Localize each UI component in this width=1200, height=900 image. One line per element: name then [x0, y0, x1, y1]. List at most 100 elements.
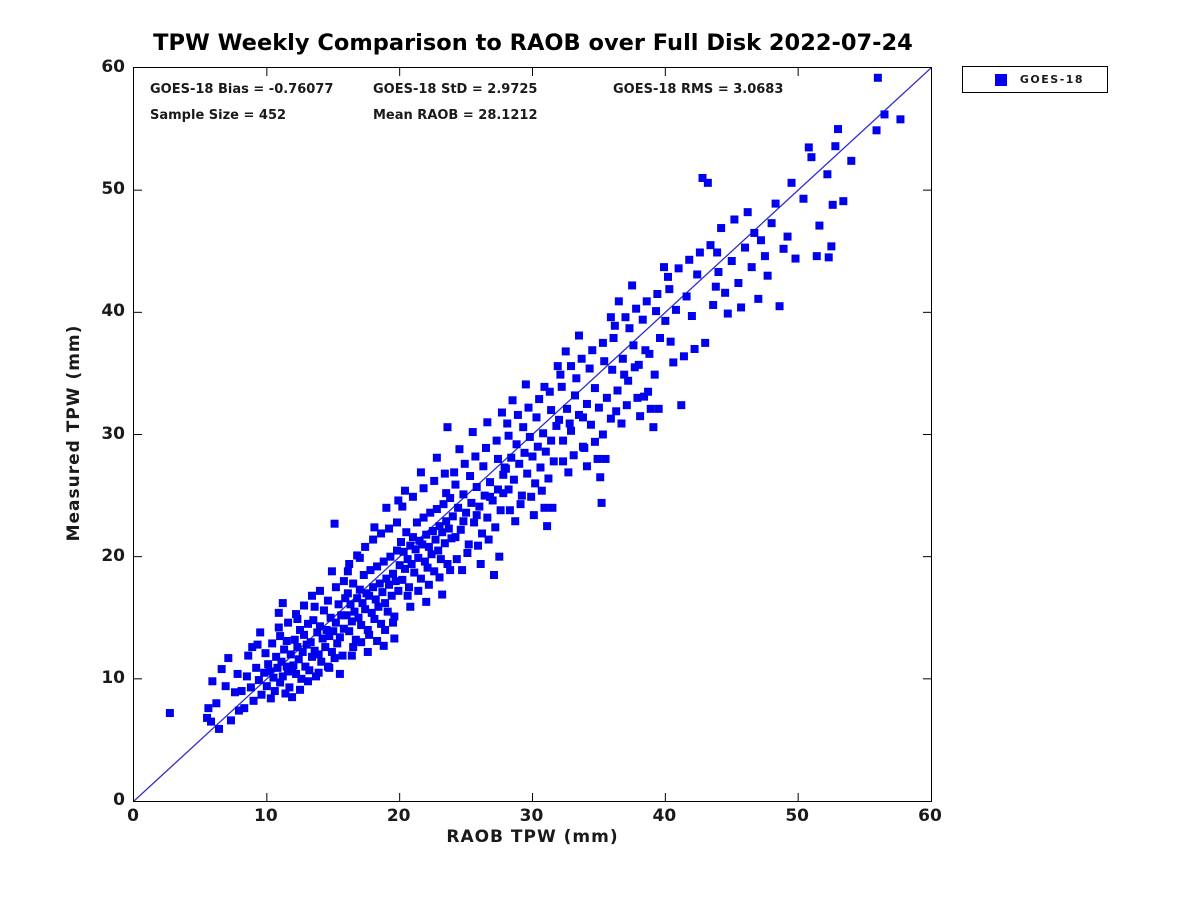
data-point: [669, 358, 678, 367]
data-point: [439, 500, 448, 509]
data-point: [331, 618, 340, 627]
data-point: [483, 418, 492, 427]
data-point: [334, 600, 343, 609]
data-point: [367, 608, 376, 617]
data-point: [274, 608, 283, 617]
data-point: [493, 485, 502, 494]
data-point: [606, 414, 615, 423]
data-point: [451, 533, 460, 542]
data-point: [325, 663, 334, 672]
data-point: [343, 567, 352, 576]
data-point: [355, 585, 364, 594]
data-point: [547, 406, 556, 415]
data-point: [282, 662, 291, 671]
data-point: [430, 567, 439, 576]
data-point: [347, 651, 356, 660]
data-point: [284, 618, 293, 627]
legend-label: GOES-18: [1019, 73, 1085, 86]
data-point: [727, 257, 736, 266]
data-point: [456, 525, 465, 534]
data-point: [600, 357, 609, 366]
data-point: [349, 579, 358, 588]
data-point: [430, 476, 439, 485]
data-point: [282, 636, 291, 645]
data-point: [322, 625, 331, 634]
y-tick-label: 20: [101, 545, 125, 566]
data-point: [377, 529, 386, 538]
data-point: [723, 309, 732, 318]
data-point: [880, 110, 889, 119]
data-point: [507, 453, 516, 462]
data-point: [632, 304, 641, 313]
data-point: [520, 448, 529, 457]
data-point: [495, 552, 504, 561]
data-point: [590, 384, 599, 393]
data-point: [471, 452, 480, 461]
data-point: [382, 574, 391, 583]
data-point: [493, 454, 502, 463]
data-point: [424, 580, 433, 589]
data-point: [695, 248, 704, 257]
data-point: [408, 492, 417, 501]
data-point: [276, 632, 285, 641]
data-point: [666, 337, 675, 346]
data-point: [459, 517, 468, 526]
data-point: [306, 638, 315, 647]
data-point: [478, 529, 487, 538]
data-point: [533, 442, 542, 451]
data-point: [269, 673, 278, 682]
data-point: [165, 709, 174, 718]
data-point: [345, 627, 354, 636]
stats-mean-raob: Mean RAOB = 28.1212: [373, 108, 538, 123]
data-point: [775, 302, 784, 311]
data-point: [390, 612, 399, 621]
data-point: [278, 599, 287, 608]
data-point: [743, 208, 752, 217]
data-point: [602, 393, 611, 402]
data-point: [394, 496, 403, 505]
data-point: [394, 586, 403, 595]
data-point: [467, 498, 476, 507]
data-point: [435, 522, 444, 531]
data-point: [640, 392, 649, 401]
data-point: [630, 363, 639, 372]
data-point: [622, 401, 631, 410]
data-point: [466, 472, 475, 481]
data-point: [613, 386, 622, 395]
data-point: [293, 614, 302, 623]
data-point: [717, 224, 726, 233]
data-point: [377, 619, 386, 628]
data-point: [436, 555, 445, 564]
data-point: [292, 669, 301, 678]
data-point: [537, 486, 546, 495]
data-point: [294, 655, 303, 664]
data-point: [485, 478, 494, 487]
data-point: [690, 344, 699, 353]
data-point: [217, 665, 226, 674]
x-tick-label: 10: [253, 806, 278, 826]
data-point: [363, 625, 372, 634]
stats-sample-size: Sample Size = 452: [150, 108, 287, 123]
data-point: [624, 376, 633, 385]
data-point: [221, 682, 230, 691]
data-point: [771, 199, 780, 208]
data-point: [625, 324, 634, 333]
data-point: [460, 459, 469, 468]
data-point: [438, 528, 447, 537]
data-point: [555, 415, 564, 424]
data-point: [278, 672, 287, 681]
data-point: [585, 364, 594, 373]
data-point: [309, 616, 318, 625]
data-point: [513, 410, 522, 419]
data-point: [333, 639, 342, 648]
y-axis-tick-labels: 0 10 20 30 40 50 60: [78, 57, 125, 810]
y-tick-label: 60: [101, 57, 125, 77]
data-point: [300, 601, 309, 610]
data-point: [620, 370, 629, 379]
data-point: [400, 564, 409, 573]
data-point: [455, 445, 464, 454]
data-point: [315, 622, 324, 631]
data-point: [847, 156, 856, 165]
legend-square-marker-icon: [995, 73, 1007, 86]
data-point: [270, 687, 279, 696]
